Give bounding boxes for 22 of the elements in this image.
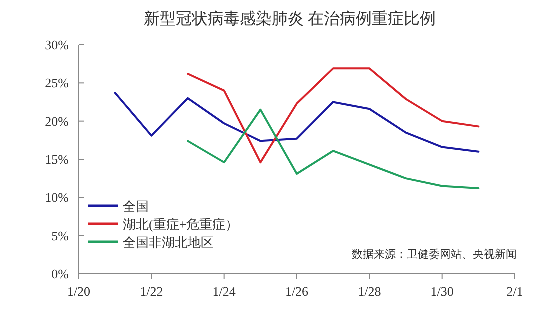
y-tick-label: 20% (45, 114, 70, 129)
x-tick-label: 1/28 (358, 284, 382, 299)
line-series (187, 68, 480, 164)
x-tick-label: 1/20 (67, 284, 91, 299)
x-tick-label: 1/22 (140, 284, 164, 299)
line-series (187, 108, 480, 190)
y-tick-label: 15% (45, 152, 70, 167)
x-tick-label: 1/26 (285, 284, 310, 299)
x-tick-label: 1/30 (430, 284, 454, 299)
chart-title: 新型冠状病毒感染肺炎 在治病例重症比例 (144, 10, 436, 28)
y-tick-label: 25% (45, 76, 70, 91)
y-tick-label: 0% (52, 266, 70, 282)
x-tick-label: 2/1 (506, 284, 524, 299)
legend-label: 湖北(重症+危重症） (123, 217, 239, 232)
y-tick-label: 5% (52, 228, 70, 244)
line-series (114, 92, 480, 153)
x-tick-label: 1/24 (212, 284, 236, 299)
annotation: 数据来源：卫健委网站、央视新闻 (352, 248, 517, 261)
legend-label: 全国非湖北地区 (123, 235, 214, 250)
legend-label: 全国 (123, 199, 149, 214)
y-tick-label: 10% (45, 190, 70, 206)
y-tick-label: 30% (45, 38, 70, 52)
